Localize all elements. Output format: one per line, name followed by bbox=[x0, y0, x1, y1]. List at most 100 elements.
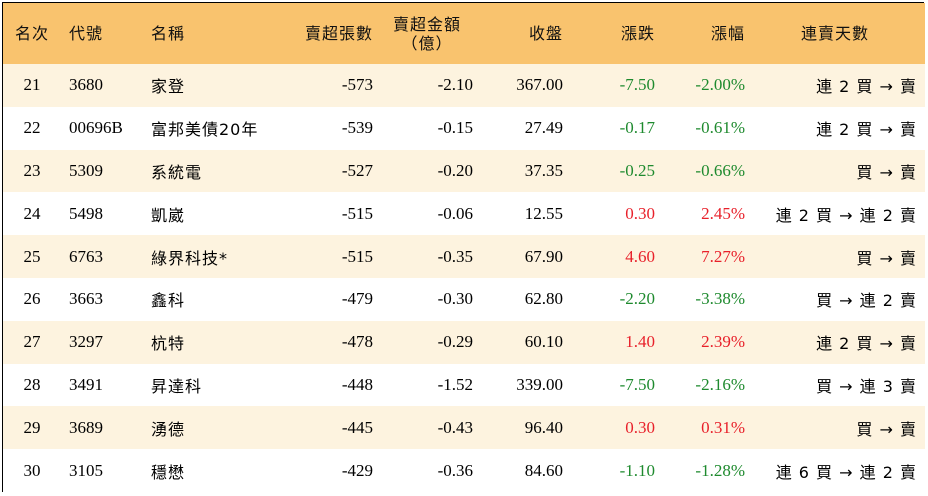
cell-net-sell-shares: -573 bbox=[341, 75, 373, 95]
header-streak: 連賣天數 bbox=[800, 24, 869, 43]
cell-streak: 連 2 買 → 賣 bbox=[816, 120, 917, 140]
cell-close: 12.55 bbox=[524, 203, 563, 223]
header-row: 名次 代號 名稱 賣超張數 賣超金額 （億） 收盤 漲跌 漲幅 連賣天數 bbox=[3, 3, 925, 64]
net-sell-ranking-table: 名次 代號 名稱 賣超張數 賣超金額 （億） 收盤 漲跌 漲幅 連賣天數 21 3… bbox=[3, 3, 925, 492]
cell-net-sell-shares: -445 bbox=[341, 417, 373, 437]
header-name: 名稱 bbox=[151, 24, 186, 43]
cell-change: -0.17 bbox=[619, 118, 655, 138]
cell-change: 0.30 bbox=[625, 417, 655, 437]
cell-net-sell-shares: -539 bbox=[341, 118, 373, 138]
cell-close: 62.80 bbox=[524, 289, 563, 309]
header-change: 漲跌 bbox=[620, 24, 655, 43]
cell-change: -2.20 bbox=[619, 289, 655, 309]
cell-name: 穩懋 bbox=[151, 462, 186, 482]
cell-rank: 27 bbox=[23, 332, 41, 352]
header-net-sell-shares: 賣超張數 bbox=[304, 24, 373, 43]
header-rank: 名次 bbox=[14, 24, 49, 43]
cell-close: 339.00 bbox=[516, 374, 563, 394]
table-row: 25 6763 綠界科技* -515 -0.35 67.90 4.60 7.27% 買 → 賣 bbox=[3, 235, 925, 278]
cell-name: 杭特 bbox=[151, 334, 186, 354]
header-net-sell-amount-line1: 賣超金額 bbox=[392, 14, 461, 34]
cell-change-pct: 7.27% bbox=[701, 246, 745, 266]
cell-net-sell-shares: -448 bbox=[341, 374, 373, 394]
cell-name: 系統電 bbox=[151, 162, 203, 182]
cell-name: 湧德 bbox=[151, 419, 186, 439]
cell-code: 5309 bbox=[69, 160, 103, 180]
cell-name: 家登 bbox=[151, 77, 186, 97]
cell-streak: 買 → 賣 bbox=[856, 162, 917, 182]
cell-net-sell-shares: -515 bbox=[341, 246, 373, 266]
table-row: 26 3663 鑫科 -479 -0.30 62.80 -2.20 -3.38% 買 → 連 2… bbox=[3, 277, 925, 321]
cell-net-sell-amount: -0.35 bbox=[437, 246, 473, 266]
cell-net-sell-amount: -0.29 bbox=[437, 332, 473, 352]
cell-change-pct: -0.66% bbox=[695, 160, 745, 180]
cell-change: -7.50 bbox=[619, 374, 655, 394]
cell-net-sell-amount: -0.30 bbox=[437, 289, 473, 309]
header-net-sell-amount-line2: （億） bbox=[401, 33, 453, 53]
cell-net-sell-amount: -0.20 bbox=[437, 160, 473, 180]
cell-change-pct: 2.39% bbox=[701, 332, 745, 352]
cell-close: 27.49 bbox=[524, 118, 563, 138]
cell-close: 96.40 bbox=[524, 417, 563, 437]
cell-net-sell-shares: -479 bbox=[341, 289, 373, 309]
cell-streak: 連 2 買 → 連 2 賣 bbox=[775, 205, 917, 225]
cell-change: -0.25 bbox=[619, 160, 655, 180]
cell-close: 367.00 bbox=[516, 75, 563, 95]
cell-change-pct: -3.38% bbox=[695, 289, 745, 309]
cell-net-sell-amount: -2.10 bbox=[437, 75, 473, 95]
cell-change: 4.60 bbox=[625, 246, 655, 266]
table-row: 27 3297 杭特 -478 -0.29 60.10 1.40 2.39% 連 2 買 → 賣 bbox=[3, 320, 925, 364]
cell-rank: 28 bbox=[23, 374, 41, 394]
cell-name: 綠界科技* bbox=[151, 248, 229, 268]
cell-change-pct: -2.16% bbox=[695, 374, 745, 394]
cell-code: 3297 bbox=[69, 332, 103, 352]
cell-rank: 30 bbox=[23, 460, 41, 480]
cell-streak: 連 6 買 → 連 2 賣 bbox=[775, 462, 917, 482]
cell-change: -7.50 bbox=[619, 75, 655, 95]
cell-net-sell-shares: -515 bbox=[341, 203, 373, 223]
cell-code: 3663 bbox=[69, 289, 103, 309]
cell-net-sell-shares: -478 bbox=[341, 332, 373, 352]
table-body: 21 3680 家登 -573 -2.10 367.00 -7.50 -2.00% 連 2 買 … bbox=[3, 64, 925, 492]
cell-change-pct: -0.61% bbox=[695, 118, 745, 138]
cell-change: 1.40 bbox=[625, 332, 655, 352]
cell-rank: 24 bbox=[23, 203, 41, 223]
table-row: 24 5498 凱崴 -515 -0.06 12.55 0.30 2.45% 連 2 買 → 連… bbox=[3, 192, 925, 236]
table-row: 30 3105 穩懋 -429 -0.36 84.60 -1.10 -1.28% 連 6 買 →… bbox=[3, 449, 925, 492]
cell-net-sell-shares: -429 bbox=[341, 460, 373, 480]
cell-code: 6763 bbox=[69, 246, 103, 266]
cell-name: 富邦美債20年 bbox=[151, 120, 259, 140]
table-row: 23 5309 系統電 -527 -0.20 37.35 -0.25 -0.66% 買 → 賣 bbox=[3, 149, 925, 193]
cell-change-pct: 0.31% bbox=[701, 417, 745, 437]
cell-code: 00696B bbox=[69, 118, 123, 138]
cell-code: 3680 bbox=[69, 75, 103, 95]
table-row: 22 00696B 富邦美債20年 -539 -0.15 27.49 -0.17 -0.61%… bbox=[3, 106, 925, 150]
cell-streak: 買 → 賣 bbox=[856, 248, 917, 268]
cell-close: 67.90 bbox=[524, 246, 563, 266]
cell-rank: 23 bbox=[23, 160, 41, 180]
cell-name: 昇達科 bbox=[151, 376, 203, 396]
cell-change-pct: -1.28% bbox=[695, 460, 745, 480]
cell-streak: 連 2 買 → 賣 bbox=[816, 77, 917, 97]
table-header: 名次 代號 名稱 賣超張數 賣超金額 （億） 收盤 漲跌 漲幅 連賣天數 bbox=[3, 3, 925, 64]
cell-streak: 買 → 連 3 賣 bbox=[816, 376, 917, 396]
cell-streak: 買 → 賣 bbox=[856, 419, 917, 439]
cell-change-pct: 2.45% bbox=[701, 203, 745, 223]
cell-streak: 買 → 連 2 賣 bbox=[816, 291, 917, 311]
cell-net-sell-amount: -0.36 bbox=[437, 460, 473, 480]
cell-change: 0.30 bbox=[625, 203, 655, 223]
table-row: 28 3491 昇達科 -448 -1.52 339.00 -7.50 -2.16% 買 → 連… bbox=[3, 363, 925, 407]
header-net-sell-amount: 賣超金額 （億） bbox=[381, 3, 481, 64]
cell-code: 3105 bbox=[69, 460, 103, 480]
cell-code: 3689 bbox=[69, 417, 103, 437]
cell-rank: 25 bbox=[23, 246, 41, 266]
cell-change: -1.10 bbox=[619, 460, 655, 480]
table-row: 29 3689 湧德 -445 -0.43 96.40 0.30 0.31% 買 → 賣 bbox=[3, 406, 925, 450]
cell-name: 凱崴 bbox=[151, 205, 186, 225]
cell-rank: 29 bbox=[23, 417, 41, 437]
cell-net-sell-amount: -0.06 bbox=[437, 203, 473, 223]
cell-code: 3491 bbox=[69, 374, 103, 394]
cell-net-sell-shares: -527 bbox=[341, 160, 373, 180]
header-code: 代號 bbox=[69, 24, 104, 43]
